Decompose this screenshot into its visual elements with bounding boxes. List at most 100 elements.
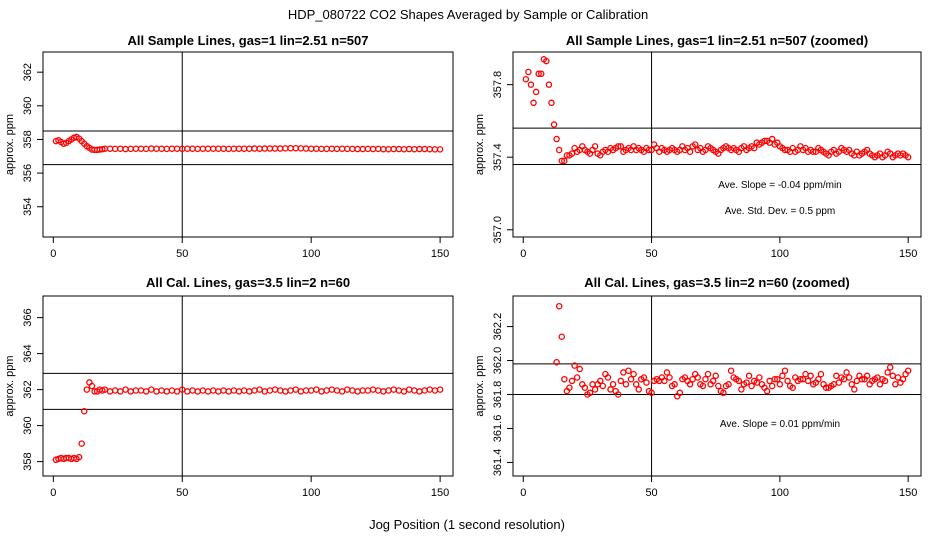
data-point — [364, 387, 372, 394]
data-point — [287, 387, 294, 394]
data-point — [568, 377, 576, 385]
data-point — [743, 379, 750, 386]
data-point — [168, 145, 176, 152]
data-point — [571, 362, 578, 369]
data-series — [522, 56, 912, 165]
data-point — [550, 121, 558, 128]
data-point — [235, 145, 243, 152]
data-point — [225, 145, 232, 153]
data-point — [691, 141, 699, 148]
y-tick-label: 360 — [22, 416, 34, 434]
data-point — [111, 145, 119, 153]
data-point — [405, 145, 413, 153]
data-point — [158, 387, 165, 394]
data-point — [400, 145, 408, 153]
data-point — [537, 70, 545, 78]
y-axis-label: approx. ppm — [474, 355, 486, 416]
data-point — [802, 370, 809, 378]
data-point — [566, 384, 573, 391]
data-point — [863, 372, 871, 380]
data-point — [843, 369, 850, 376]
data-point — [643, 379, 650, 386]
data-point — [522, 75, 530, 83]
data-point — [142, 388, 150, 395]
y-tick-label: 366 — [22, 308, 34, 326]
data-point — [400, 388, 408, 395]
data-point — [292, 144, 299, 152]
data-point — [632, 381, 640, 388]
x-tick-label: 50 — [645, 487, 657, 499]
data-point — [704, 370, 712, 378]
data-point — [297, 145, 305, 152]
data-point — [338, 145, 346, 152]
data-point — [553, 135, 560, 143]
data-point — [573, 374, 581, 381]
data-point — [768, 382, 776, 390]
data-point — [807, 372, 814, 380]
data-point — [735, 377, 743, 385]
y-tick-label: 362.2 — [492, 313, 504, 341]
data-point — [297, 388, 305, 395]
data-point — [709, 377, 717, 385]
data-point — [354, 145, 361, 153]
data-point — [220, 145, 227, 152]
data-point — [276, 387, 284, 394]
data-point — [589, 381, 596, 388]
data-point — [671, 381, 678, 388]
data-point — [271, 386, 279, 393]
data-point — [881, 377, 889, 385]
data-point — [604, 374, 612, 381]
data-point — [132, 387, 140, 394]
data-point — [694, 374, 702, 381]
data-point — [421, 387, 428, 394]
data-point — [369, 145, 377, 153]
data-point — [282, 388, 289, 395]
y-tick-label: 361.6 — [492, 415, 504, 443]
data-point — [431, 146, 439, 153]
y-tick-label: 356 — [22, 164, 34, 182]
data-point — [318, 388, 325, 395]
data-point — [173, 145, 181, 152]
data-point — [137, 387, 145, 394]
data-point — [313, 386, 320, 393]
data-series — [52, 133, 444, 154]
data-point — [627, 375, 635, 383]
data-point — [333, 145, 341, 153]
data-point — [620, 369, 627, 376]
data-point — [359, 145, 366, 153]
data-point — [558, 333, 566, 341]
data-point — [364, 145, 372, 153]
y-tick-label: 360 — [22, 97, 34, 115]
data-point — [750, 144, 758, 152]
data-point — [251, 145, 258, 152]
data-point — [307, 145, 315, 152]
data-point — [374, 387, 382, 394]
data-point — [168, 387, 176, 394]
chart-panels: All Sample Lines, gas=1 lin=2.51 n=507 0 5… — [4, 33, 922, 499]
data-point — [199, 145, 207, 152]
data-point — [287, 144, 294, 152]
data-point — [390, 386, 397, 393]
data-point — [251, 387, 258, 394]
data-point — [261, 388, 269, 395]
panel-title: All Cal. Lines, gas=3.5 lin=2 n=60 (zoom… — [584, 275, 850, 290]
data-point — [292, 386, 299, 393]
data-point — [282, 145, 289, 152]
data-point — [230, 387, 238, 394]
data-point — [530, 99, 537, 107]
data-point — [338, 388, 346, 395]
data-point — [884, 369, 891, 376]
data-point — [876, 381, 884, 388]
y-tick-label: 362.0 — [492, 347, 504, 375]
panel-annotation: Ave. Std. Dev. = 0.5 ppm — [725, 206, 836, 217]
x-tick-label: 50 — [176, 248, 188, 260]
data-point — [561, 157, 568, 165]
x-tick-label: 150 — [431, 487, 449, 499]
data-point — [640, 374, 648, 381]
data-point — [199, 387, 207, 394]
x-tick-label: 50 — [645, 248, 657, 260]
data-point — [359, 387, 366, 394]
data-point — [858, 375, 866, 383]
data-point — [411, 145, 418, 153]
